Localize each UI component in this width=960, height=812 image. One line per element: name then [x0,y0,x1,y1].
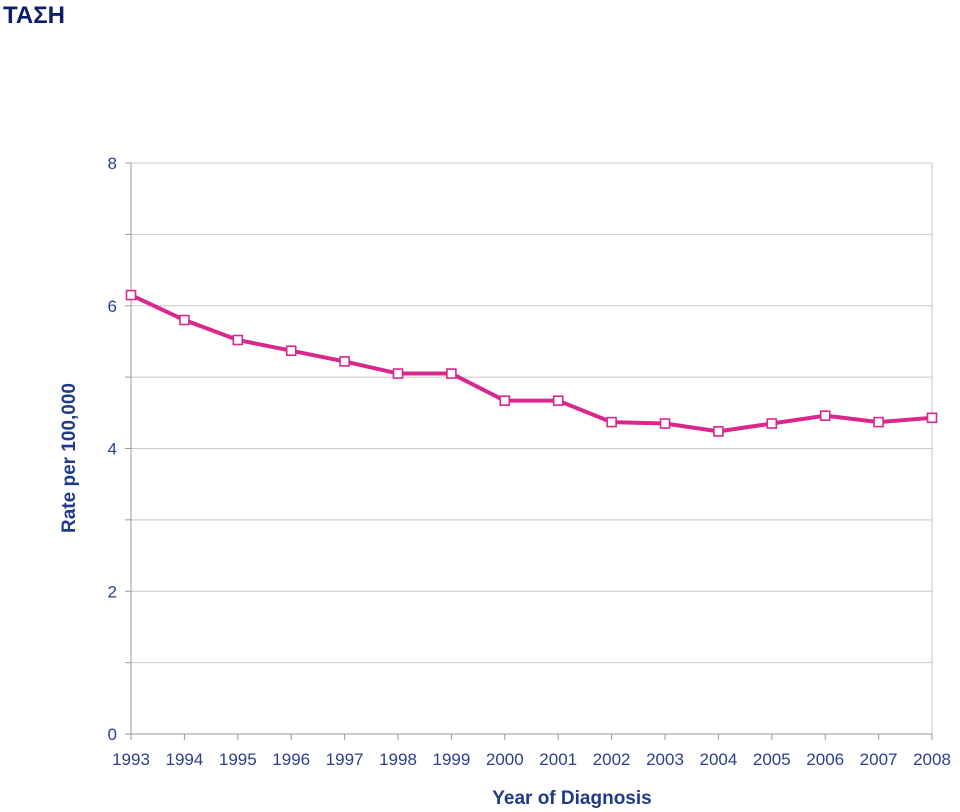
data-point [232,334,244,346]
data-point [766,418,778,429]
data-point [179,314,190,326]
x-tick-label: 2004 [699,750,737,769]
grid-lines [131,162,933,734]
x-tick-label: 2006 [806,750,844,769]
y-tick-label: 2 [108,582,117,601]
x-tick-label: 2008 [913,750,951,769]
x-tick-label: 1996 [272,750,310,769]
x-tick-label: 2007 [860,750,898,769]
x-tick-label: 2000 [486,750,524,769]
y-axis-title: Rate per 100,000 [59,383,80,533]
data-point [285,345,297,357]
x-tick-label: 1999 [432,750,470,769]
x-tick-label: 1998 [379,750,417,769]
x-tick-label: 2001 [539,750,577,769]
x-tick-label: 1993 [112,750,150,769]
series-line [129,293,934,434]
data-point [873,416,884,428]
data-point [392,368,404,379]
y-tick-label: 6 [108,297,117,316]
x-tick-label: 1995 [219,750,257,769]
y-tick-label: 8 [108,154,117,173]
x-tick-label: 2005 [753,750,791,769]
x-tick-label: 2002 [593,750,631,769]
y-tick-label: 4 [108,440,117,459]
page-title: ΤΑΣΗ [3,2,65,29]
series-layer [125,289,938,437]
x-tick-label: 2003 [646,750,684,769]
x-tick-label: 1994 [165,750,203,769]
x-axis-title: Year of Diagnosis [492,788,651,809]
data-point [499,395,511,406]
data-point [552,395,564,406]
data-point [713,426,724,437]
data-point [339,356,350,367]
data-point [659,418,671,429]
y-tick-label: 0 [108,725,117,744]
x-tick-label: 1997 [326,750,364,769]
data-point [125,289,137,301]
data-point [926,412,938,424]
x-axis-ticks: 1993 1994 1995 1996 1997 1998 1999 2000 2001 2002… [112,734,951,769]
data-point [819,410,831,421]
y-axis-ticks: 0 2 4 6 8 [108,154,131,744]
data-point [606,416,617,428]
data-point [446,368,457,379]
